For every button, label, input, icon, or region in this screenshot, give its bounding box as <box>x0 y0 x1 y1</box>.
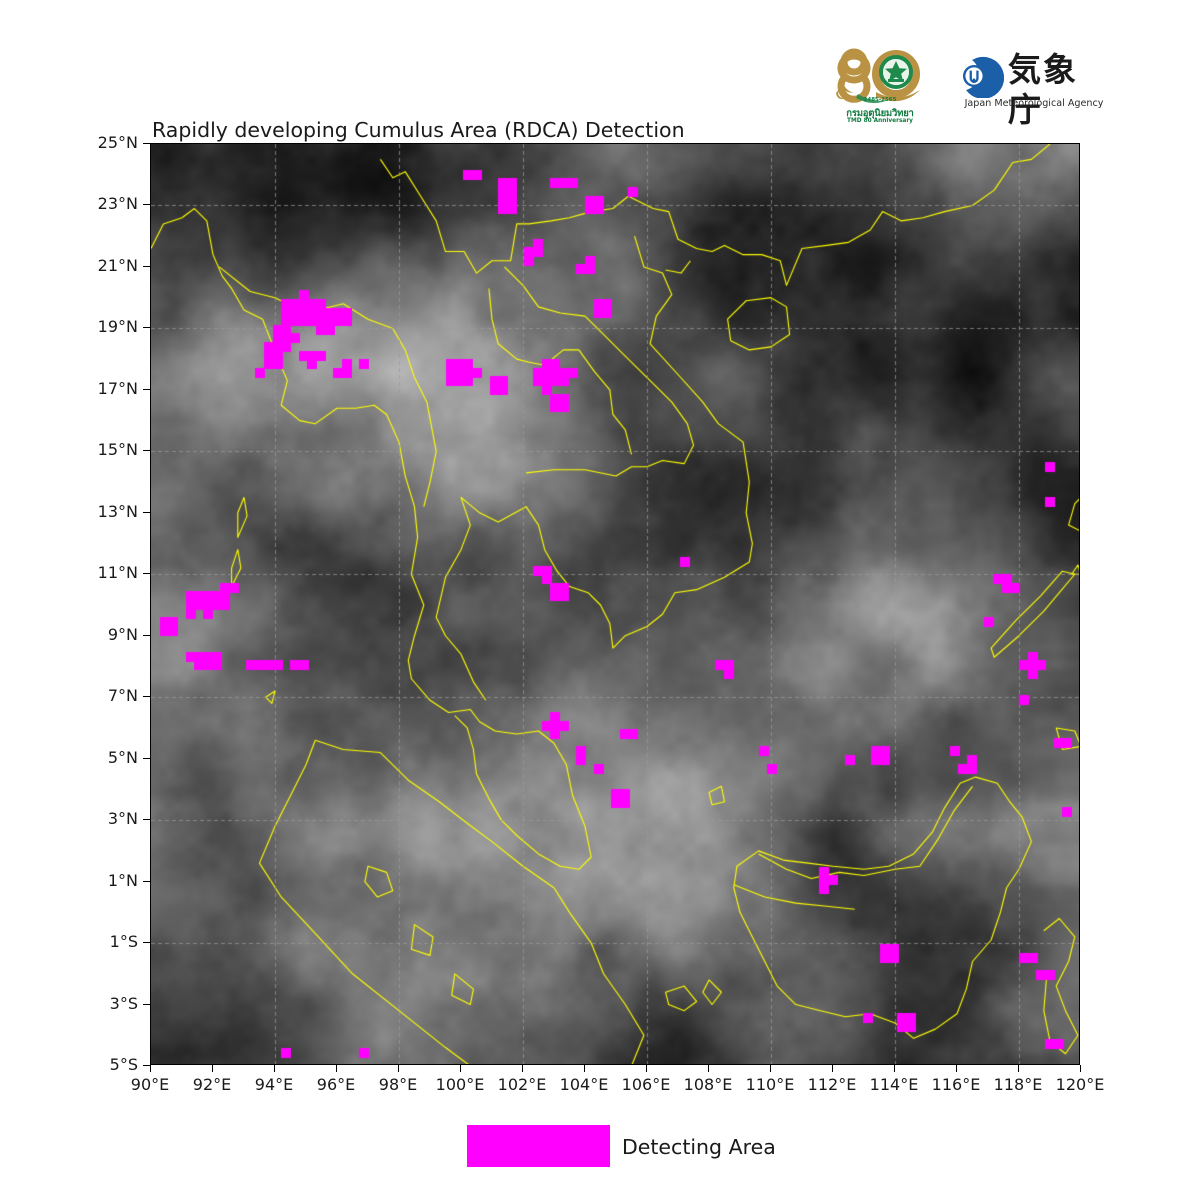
x-axis-tick-label: 98°E <box>378 1075 418 1094</box>
x-axis-tick-label: 118°E <box>993 1075 1043 1094</box>
x-tick-mark <box>770 1065 771 1072</box>
y-axis-tick-label: 15°N <box>97 440 138 460</box>
jma-english-name: Japan Meteorological Agency <box>964 98 1104 109</box>
legend-label-detecting-area: Detecting Area <box>622 1135 776 1159</box>
x-tick-mark <box>832 1065 833 1072</box>
y-axis-tick-label: 11°N <box>97 563 138 583</box>
legend-swatch-detecting-area <box>467 1125 610 1167</box>
tmd-80th-anniversary-logo: 2485-2565 กรมอุตุนิยมวิทยา TMD 80 Annive… <box>824 48 936 136</box>
x-tick-mark <box>398 1065 399 1072</box>
x-axis-tick-label: 94°E <box>254 1075 294 1094</box>
x-axis-tick-label: 120°E <box>1055 1075 1105 1094</box>
map-frame <box>150 143 1080 1065</box>
x-axis-tick-label: 100°E <box>435 1075 485 1094</box>
tmd-logo-mark <box>836 48 920 104</box>
y-axis-tick-label: 25°N <box>97 133 138 152</box>
x-axis-tick-label: 116°E <box>931 1075 981 1094</box>
x-axis-tick-label: 112°E <box>807 1075 857 1094</box>
y-tick-mark <box>143 204 150 206</box>
x-tick-mark <box>1080 1065 1081 1072</box>
y-axis-tick-label: 19°N <box>97 317 138 337</box>
y-tick-mark <box>143 388 150 390</box>
x-tick-mark <box>460 1065 461 1072</box>
x-axis-tick-label: 92°E <box>192 1075 232 1094</box>
y-axis-tick-label: 3°N <box>107 809 138 829</box>
x-tick-mark <box>1018 1065 1019 1072</box>
tmd-thai-name: กรมอุตุนิยมวิทยา <box>846 108 914 119</box>
satellite-imagery-canvas <box>151 144 1079 1064</box>
y-axis-tick-label: 5°S <box>109 1055 138 1074</box>
x-axis-tick-label: 114°E <box>869 1075 919 1094</box>
y-axis-tick-label: 9°N <box>107 624 138 644</box>
x-tick-mark <box>150 1065 151 1072</box>
x-tick-mark <box>708 1065 709 1072</box>
y-axis-tick-label: 17°N <box>97 378 138 398</box>
y-axis-tick-label: 23°N <box>97 194 138 214</box>
y-axis-tick-label: 1°N <box>107 870 138 890</box>
x-tick-mark <box>522 1065 523 1072</box>
y-tick-mark <box>143 450 150 452</box>
x-axis-tick-label: 102°E <box>497 1075 547 1094</box>
y-axis-tick-label: 5°N <box>107 747 138 767</box>
x-axis-tick-label: 110°E <box>745 1075 795 1094</box>
tmd-years: 2485-2565 <box>863 97 897 103</box>
y-tick-mark <box>143 942 150 944</box>
y-axis-tick-label: 21°N <box>97 255 138 275</box>
y-axis-tick-label: 3°S <box>109 993 138 1013</box>
y-axis-tick-label: 13°N <box>97 501 138 521</box>
page-header: Rapidly developing Cumulus Area (RDCA) D… <box>0 0 1200 307</box>
x-tick-mark <box>336 1065 337 1072</box>
x-tick-mark <box>956 1065 957 1072</box>
y-tick-mark <box>143 327 150 329</box>
logo-row: 2485-2565 กรมอุตุนิยมวิทยา TMD 80 Annive… <box>824 48 1108 136</box>
y-tick-mark <box>143 634 150 636</box>
x-tick-mark <box>646 1065 647 1072</box>
rdca-map-plot: 25°N 23°N 21°N 19°N 17°N 15°N 13°N 11°N 9°N 7°N 5°… <box>98 133 1105 1094</box>
x-tick-mark <box>212 1065 213 1072</box>
y-tick-mark <box>143 265 150 267</box>
x-axis-tick-label: 104°E <box>559 1075 609 1094</box>
x-axis-tick-label: 90°E <box>130 1075 170 1094</box>
product-title: Rapidly developing Cumulus Area (RDCA) D… <box>152 118 685 142</box>
x-tick-mark <box>274 1065 275 1072</box>
tmd-english-caption: TMD 80 Anniversary <box>847 118 913 124</box>
x-axis-tick-label: 106°E <box>621 1075 671 1094</box>
map-legend: Detecting Area <box>0 1118 1200 1180</box>
x-tick-mark <box>894 1065 895 1072</box>
x-axis-tick-label: 96°E <box>316 1075 356 1094</box>
y-tick-mark <box>143 757 150 759</box>
y-tick-mark <box>143 696 150 698</box>
y-tick-mark <box>143 819 150 821</box>
jma-logo-mark <box>963 56 1004 98</box>
y-tick-mark <box>143 880 150 882</box>
y-tick-mark <box>143 573 150 575</box>
x-tick-mark <box>584 1065 585 1072</box>
y-tick-mark <box>143 1065 150 1066</box>
jma-japanese-name: 気象庁 <box>1008 50 1078 129</box>
y-axis-tick-label: 7°N <box>107 686 138 706</box>
y-tick-mark <box>143 511 150 513</box>
japan-meteorological-agency-logo: 気象庁 Japan Meteorological Agency <box>958 48 1108 129</box>
y-tick-mark <box>143 143 150 144</box>
y-axis-tick-label: 1°S <box>109 932 138 952</box>
y-tick-mark <box>143 1003 150 1005</box>
x-axis-tick-label: 108°E <box>683 1075 733 1094</box>
